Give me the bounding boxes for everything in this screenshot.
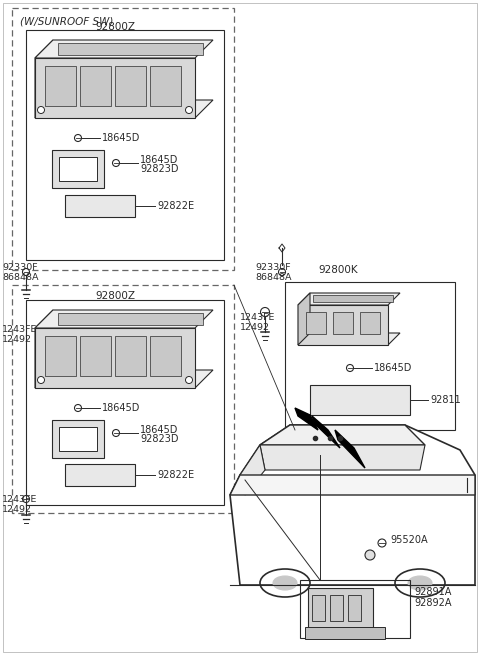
Circle shape xyxy=(347,364,353,371)
Bar xyxy=(65,464,135,486)
Bar xyxy=(313,295,393,302)
Circle shape xyxy=(185,377,192,383)
Text: 92800Z: 92800Z xyxy=(95,22,135,32)
Polygon shape xyxy=(35,40,53,118)
Bar xyxy=(115,336,146,376)
Bar xyxy=(52,150,104,188)
Bar xyxy=(305,627,385,639)
Text: 86848A: 86848A xyxy=(2,272,38,282)
Circle shape xyxy=(23,495,29,502)
Bar xyxy=(300,580,410,638)
Text: 18645D: 18645D xyxy=(102,133,140,143)
Polygon shape xyxy=(298,293,310,345)
Bar xyxy=(45,66,76,106)
Circle shape xyxy=(378,539,386,547)
Text: 92823D: 92823D xyxy=(140,434,179,444)
Bar xyxy=(150,336,181,376)
Text: 18645D: 18645D xyxy=(102,403,140,413)
Polygon shape xyxy=(240,445,265,495)
Polygon shape xyxy=(298,333,400,345)
Bar xyxy=(58,43,203,55)
Circle shape xyxy=(37,107,45,113)
Polygon shape xyxy=(35,310,213,328)
Polygon shape xyxy=(260,445,425,470)
Text: 92891A: 92891A xyxy=(414,587,451,597)
Bar xyxy=(312,595,325,621)
Text: 12492: 12492 xyxy=(2,335,32,343)
Circle shape xyxy=(74,405,82,411)
Bar xyxy=(360,312,380,334)
Bar xyxy=(80,336,111,376)
Bar xyxy=(65,195,135,217)
Bar xyxy=(80,66,111,106)
Bar xyxy=(150,66,181,106)
Text: 92800K: 92800K xyxy=(318,265,358,275)
Bar xyxy=(59,427,97,451)
Bar xyxy=(59,157,97,181)
Text: 1243FE: 1243FE xyxy=(240,314,276,322)
Polygon shape xyxy=(230,475,475,495)
Bar xyxy=(348,595,361,621)
Text: (W/SUNROOF SW): (W/SUNROOF SW) xyxy=(20,16,113,26)
Text: 92811: 92811 xyxy=(430,395,461,405)
Bar xyxy=(306,312,326,334)
Circle shape xyxy=(365,550,375,560)
Ellipse shape xyxy=(273,576,297,590)
Text: 12492: 12492 xyxy=(240,322,270,331)
Text: 1243FE: 1243FE xyxy=(2,495,37,504)
Polygon shape xyxy=(260,425,425,445)
Text: 92823D: 92823D xyxy=(140,164,179,174)
Polygon shape xyxy=(335,430,365,468)
Polygon shape xyxy=(35,310,53,388)
Circle shape xyxy=(23,269,29,276)
Polygon shape xyxy=(298,293,400,305)
Bar xyxy=(52,420,104,458)
Text: 92330F: 92330F xyxy=(2,263,37,272)
Polygon shape xyxy=(35,58,195,118)
Bar xyxy=(45,336,76,376)
Bar xyxy=(308,588,373,630)
Polygon shape xyxy=(35,100,213,118)
Text: 95520A: 95520A xyxy=(390,535,428,545)
Polygon shape xyxy=(295,408,318,430)
Bar xyxy=(298,305,388,345)
Text: 92822E: 92822E xyxy=(157,470,194,480)
Bar xyxy=(310,385,410,415)
Bar xyxy=(333,312,353,334)
Ellipse shape xyxy=(408,576,432,590)
Polygon shape xyxy=(35,328,195,388)
Polygon shape xyxy=(312,416,340,448)
Circle shape xyxy=(74,134,82,141)
Bar xyxy=(115,66,146,106)
Circle shape xyxy=(112,430,120,436)
Polygon shape xyxy=(35,40,213,58)
Circle shape xyxy=(185,107,192,113)
Text: 92330F: 92330F xyxy=(255,263,290,272)
Bar xyxy=(26,300,224,505)
Text: 18645D: 18645D xyxy=(140,155,179,165)
Circle shape xyxy=(278,269,286,276)
Text: 92892A: 92892A xyxy=(414,598,452,608)
Bar xyxy=(285,282,455,430)
Circle shape xyxy=(261,307,269,316)
Bar xyxy=(330,595,343,621)
Text: 92822E: 92822E xyxy=(157,201,194,211)
Bar xyxy=(58,313,203,325)
Circle shape xyxy=(37,377,45,383)
Text: 1243FE: 1243FE xyxy=(2,326,37,335)
Bar xyxy=(12,8,234,270)
Bar xyxy=(12,285,234,513)
Polygon shape xyxy=(230,425,475,585)
Text: 92800Z: 92800Z xyxy=(95,291,135,301)
Text: 18645D: 18645D xyxy=(140,425,179,435)
Bar xyxy=(26,30,224,260)
Text: 18645D: 18645D xyxy=(374,363,412,373)
Polygon shape xyxy=(35,370,213,388)
Text: 86848A: 86848A xyxy=(255,272,291,282)
Circle shape xyxy=(112,160,120,166)
Text: 12492: 12492 xyxy=(2,504,32,514)
